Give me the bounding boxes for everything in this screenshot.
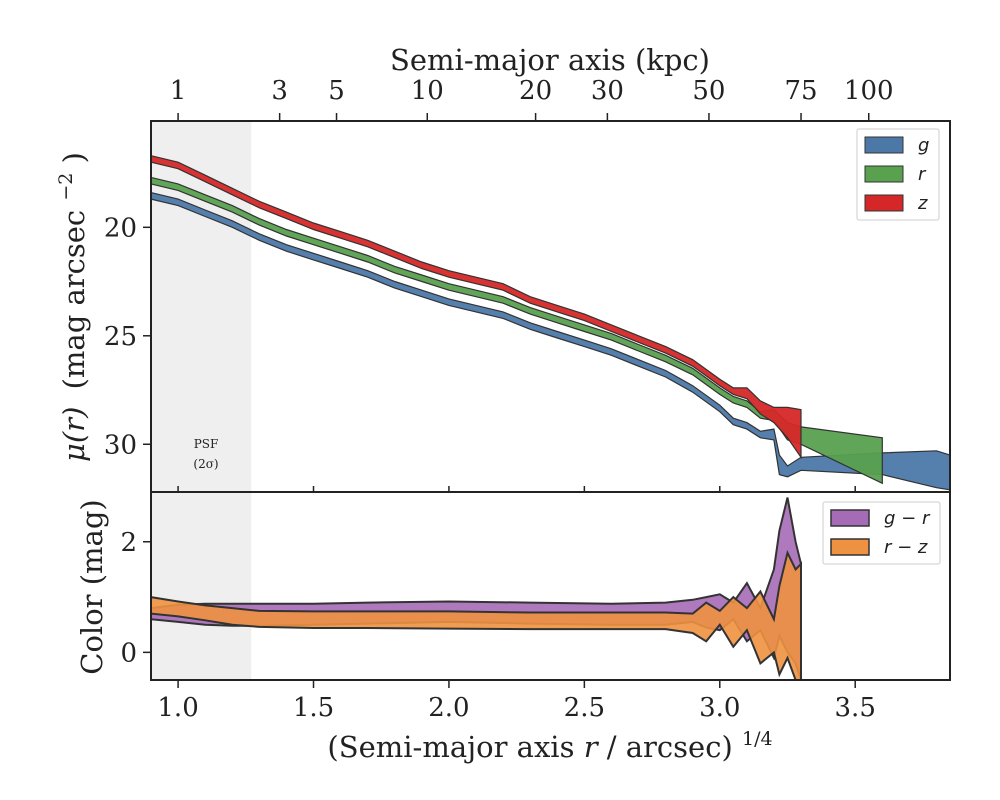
color-legend: g − r r − z xyxy=(822,501,941,565)
y-label-close: ) xyxy=(57,152,91,163)
x-axis-ticks: 1.0 1.5 2.0 2.5 3.0 3.5 xyxy=(157,680,876,723)
surface-brightness-panel: PSF (2σ) 20 25 30 μ(r) (mag arcsec −2 ) g … xyxy=(45,120,951,493)
y-label-symbol: μ(r) xyxy=(57,407,91,462)
y-tick-label: 25 xyxy=(104,322,137,352)
kpc-tick-label: 10 xyxy=(411,76,444,106)
color-panel: 02 1.0 1.5 2.0 2.5 3.0 3.5 Color (mag) (Semi-… xyxy=(75,491,951,764)
kpc-tick-label: 20 xyxy=(519,76,552,106)
top-axis-ticks: 1 3 5 10 20 30 50 75 100 xyxy=(170,76,894,121)
surface-brightness-legend: g r z xyxy=(856,128,940,221)
y-tick-label: 20 xyxy=(104,213,137,243)
kpc-tick-label: 50 xyxy=(692,76,725,106)
psf-label-line2: (2σ) xyxy=(193,457,218,471)
legend-swatch-r xyxy=(864,165,904,183)
legend-swatch-g xyxy=(864,136,904,154)
x-tick-label: 1.5 xyxy=(293,693,334,723)
y-label-exponent: −2 xyxy=(55,173,77,201)
x-tick-label: 2.5 xyxy=(564,693,605,723)
legend-swatch-g-r xyxy=(830,509,870,527)
kpc-tick-label: 30 xyxy=(591,76,624,106)
x-tick-label: 1.0 xyxy=(157,693,198,723)
surface-brightness-y-ticks: 20 25 30 xyxy=(104,213,856,492)
x-tick-label: 2.0 xyxy=(428,693,469,723)
legend-label-r: r xyxy=(918,164,927,185)
psf-label-line1: PSF xyxy=(194,437,219,451)
x-axis-label: (Semi-major axis r / arcsec) 1/4 xyxy=(327,728,772,764)
kpc-tick-label: 3 xyxy=(271,76,288,106)
surface-brightness-y-label: μ(r) (mag arcsec −2 ) xyxy=(45,152,91,462)
color-y-tick-label: 0 xyxy=(120,638,137,668)
legend-label-g-r: g − r xyxy=(884,508,931,529)
surface-brightness-series xyxy=(150,154,951,491)
x-label-var: r xyxy=(584,730,600,764)
legend-label-z: z xyxy=(917,193,928,214)
x-label-exponent: 1/4 xyxy=(742,728,773,750)
x-tick-label: 3.5 xyxy=(835,693,876,723)
top-axis-label: Semi-major axis (kpc) xyxy=(390,43,710,77)
y-tick-label: 30 xyxy=(104,430,137,460)
band-r xyxy=(150,176,883,485)
color-y-label: Color (mag) xyxy=(75,499,109,674)
x-label-post: / arcsec) xyxy=(607,730,733,764)
svg-text:μ(r) (mag arcsec: μ(r) (mag arcsec −2 ) xyxy=(45,152,91,462)
kpc-tick-label: 100 xyxy=(844,76,894,106)
legend-swatch-r-z xyxy=(830,538,870,556)
color-y-ticks: 02 xyxy=(120,528,151,668)
color-frame xyxy=(150,491,951,681)
x-label-pre: (Semi-major axis xyxy=(327,730,583,764)
kpc-tick-label: 5 xyxy=(328,76,345,106)
top-kpc-axis: Semi-major axis (kpc) 1 3 5 10 20 30 50 75 100 xyxy=(170,43,894,121)
psf-shade-color xyxy=(151,492,252,680)
x-tick-label: 3.0 xyxy=(699,693,740,723)
legend-label-r-z: r − z xyxy=(884,537,928,558)
y-label-units: (mag arcsec xyxy=(57,210,91,390)
legend-swatch-z xyxy=(864,194,904,212)
kpc-tick-label: 75 xyxy=(784,76,817,106)
kpc-tick-label: 1 xyxy=(170,76,187,106)
color-y-tick-label: 2 xyxy=(120,528,137,558)
band-z xyxy=(150,154,802,460)
legend-label-g: g xyxy=(918,135,929,156)
